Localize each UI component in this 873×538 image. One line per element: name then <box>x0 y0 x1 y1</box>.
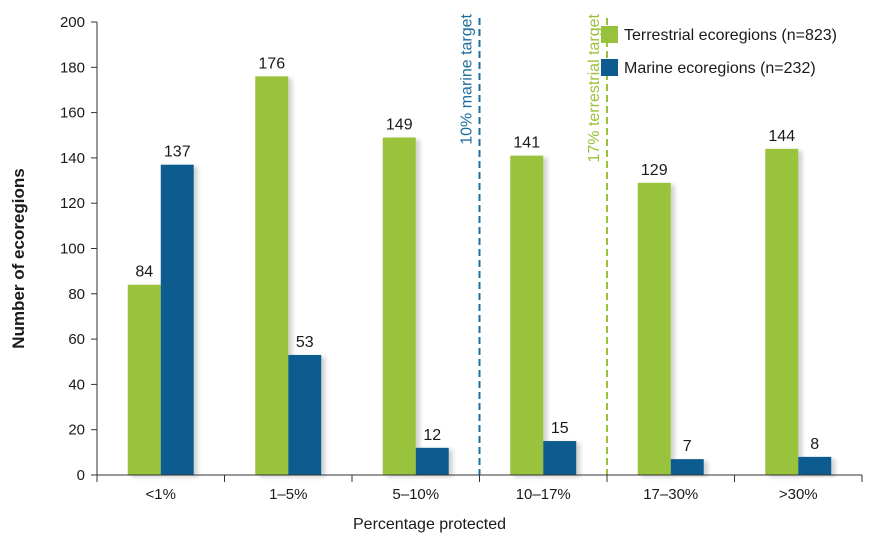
y-tick-label: 0 <box>77 467 85 484</box>
legend-swatch-terrestrial <box>601 26 618 43</box>
x-tick-label: 17–30% <box>643 486 698 503</box>
bars-layer <box>127 76 832 476</box>
bar-terrestrial-1 <box>255 76 289 476</box>
reference-lines <box>478 18 608 475</box>
x-tick-label: >30% <box>779 486 818 503</box>
legend: Terrestrial ecoregions (n=823) Marine eco… <box>601 26 837 77</box>
legend-swatch-marine <box>601 59 618 76</box>
bar-terrestrial-5 <box>765 148 799 475</box>
y-tick-label: 100 <box>60 241 85 258</box>
x-axis-title: Percentage protected <box>353 516 506 533</box>
target-line-label-1: 17% terrestrial target <box>586 13 603 162</box>
bar-marine-0 <box>160 164 194 475</box>
data-label-marine-1: 53 <box>296 334 314 351</box>
y-tick-label: 40 <box>68 376 85 393</box>
bar-terrestrial-2 <box>382 137 416 475</box>
data-label-terrestrial-1: 176 <box>258 55 285 72</box>
bar-marine-2 <box>415 447 449 475</box>
bar-marine-5 <box>798 456 832 475</box>
data-label-terrestrial-5: 144 <box>768 128 795 145</box>
data-label-terrestrial-0: 84 <box>135 264 153 281</box>
y-axis-title: Number of ecoregions <box>9 168 28 348</box>
bar-marine-4 <box>670 459 704 475</box>
bar-marine-3 <box>543 441 577 475</box>
y-tick-label: 160 <box>60 105 85 122</box>
bar-marine-1 <box>288 354 322 475</box>
y-tick-label: 200 <box>60 14 85 31</box>
data-label-terrestrial-4: 129 <box>641 162 668 179</box>
y-tick-label: 140 <box>60 150 85 167</box>
data-label-marine-3: 15 <box>551 420 569 437</box>
y-tick-label: 120 <box>60 195 85 212</box>
target-line-label-0: 10% marine target <box>459 13 476 144</box>
x-tick-label: <1% <box>146 486 176 503</box>
data-label-terrestrial-3: 141 <box>513 135 540 152</box>
bar-terrestrial-3 <box>510 155 544 475</box>
labels: 84 137 <1% 176 53 1–5% 149 12 5–10% 141 15 10–17% 12… <box>9 13 819 533</box>
data-label-marine-4: 7 <box>683 438 692 455</box>
x-tick-label: 5–10% <box>392 486 439 503</box>
legend-label-marine: Marine ecoregions (n=232) <box>624 60 816 77</box>
x-tick-label: 1–5% <box>269 486 307 503</box>
axes <box>91 21 863 482</box>
y-tick-label: 80 <box>68 286 85 303</box>
y-tick-label: 60 <box>68 331 85 348</box>
data-label-marine-5: 8 <box>810 436 819 453</box>
bar-terrestrial-4 <box>637 182 671 475</box>
bar-terrestrial-0 <box>127 284 161 475</box>
legend-label-terrestrial: Terrestrial ecoregions (n=823) <box>624 27 837 44</box>
data-label-marine-0: 137 <box>164 144 191 161</box>
x-tick-label: 10–17% <box>516 486 571 503</box>
data-label-marine-2: 12 <box>423 427 441 444</box>
data-label-terrestrial-2: 149 <box>386 117 413 134</box>
y-tick-label: 180 <box>60 59 85 76</box>
y-tick-label: 20 <box>68 422 85 439</box>
